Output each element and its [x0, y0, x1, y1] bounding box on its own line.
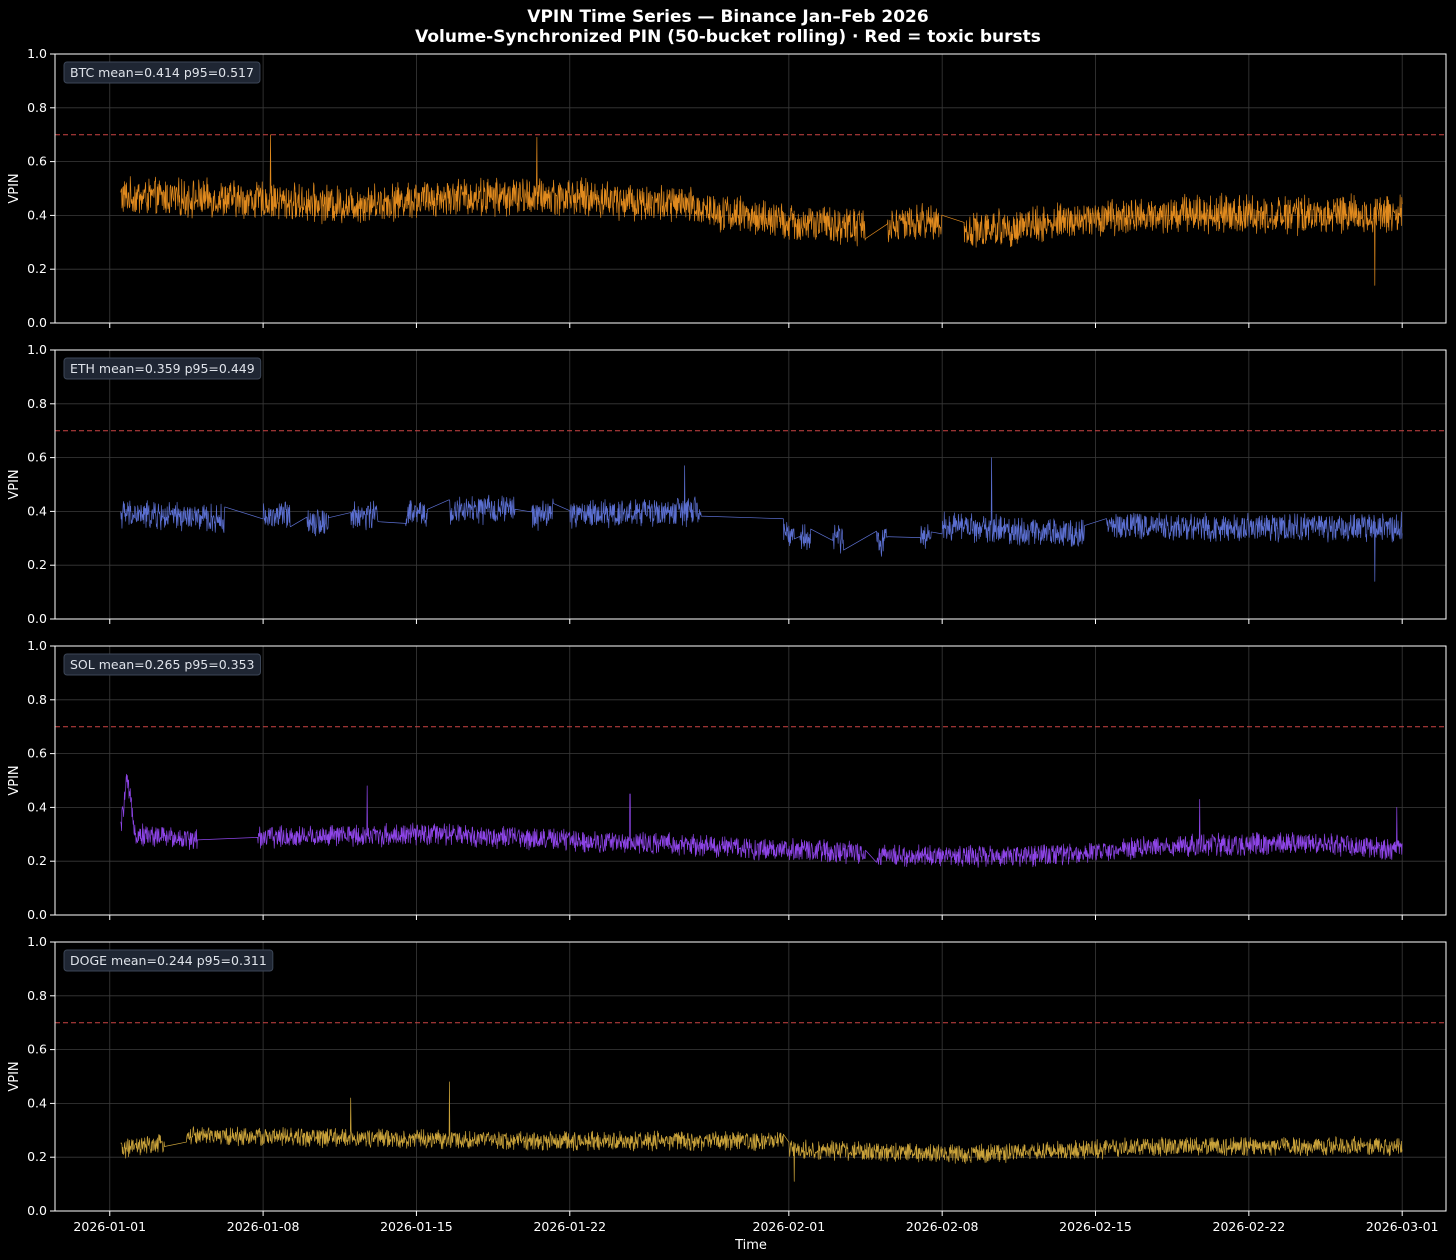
- panel-sol: 0.0 0.2 0.4 0.6 0.8 1.0 VPIN SOL mean=0.265 p95…: [7, 638, 1447, 922]
- panel-eth: 0.0 0.2 0.4 0.6 0.8 1.0 VPIN ETH mean=0.359 p95…: [7, 342, 1447, 626]
- y-tick-label: 0.8: [27, 100, 47, 115]
- stats-box-background: [63, 61, 261, 84]
- y-tick-label: 0.4: [27, 1095, 47, 1110]
- eth-vpin-series-line: [120, 457, 1403, 582]
- y-tick-label: 0.0: [27, 1203, 47, 1218]
- y-tick-label: 0.6: [27, 450, 47, 465]
- stats-label: BTC mean=0.414 p95=0.517: [70, 65, 254, 80]
- x-axis-label: Time: [734, 1238, 767, 1253]
- y-tick-label: 0.8: [27, 396, 47, 411]
- x-tick-label: 2026-01-15: [380, 1219, 453, 1234]
- doge-vpin-series-line: [120, 1081, 1403, 1182]
- axes-frame: [54, 349, 1447, 620]
- y-tick-label: 0.8: [27, 988, 47, 1003]
- y-tick-label: 0.2: [27, 261, 47, 276]
- axes-frame: [54, 53, 1447, 324]
- stats-box-background: [63, 653, 261, 676]
- y-tick-label: 0.6: [27, 154, 47, 169]
- y-tick-label: 0.0: [27, 907, 47, 922]
- x-tick-label: 2026-02-08: [906, 1219, 979, 1234]
- stats-box-btc: BTC mean=0.414 p95=0.517: [63, 61, 261, 84]
- panels: 0.0 0.2 0.4 0.6 0.8 1.0 VPIN BTC mean=0.414 p95…: [7, 46, 1447, 1234]
- stats-label: ETH mean=0.359 p95=0.449: [70, 361, 255, 376]
- x-tick-label: 2026-02-22: [1213, 1219, 1286, 1234]
- stats-box-background: [63, 949, 274, 972]
- y-tick-label: 0.4: [27, 207, 47, 222]
- y-tick-label: 0.4: [27, 503, 47, 518]
- x-tick-label: 2026-03-01: [1366, 1219, 1439, 1234]
- sol-vpin-series-line: [120, 773, 1403, 868]
- axes-frame: [54, 645, 1447, 916]
- figure-title-line2: Volume-Synchronized PIN (50-bucket rolli…: [415, 27, 1041, 47]
- x-tick-label: 2026-01-22: [533, 1219, 606, 1234]
- y-axis-label: VPIN: [7, 765, 22, 795]
- y-tick-label: 0.0: [27, 315, 47, 330]
- stats-box-sol: SOL mean=0.265 p95=0.353: [63, 653, 261, 676]
- y-tick-label: 0.8: [27, 692, 47, 707]
- stats-label: DOGE mean=0.244 p95=0.311: [70, 953, 267, 968]
- x-tick-label: 2026-01-01: [73, 1219, 146, 1234]
- y-tick-label: 0.4: [27, 799, 47, 814]
- y-tick-label: 1.0: [27, 342, 47, 357]
- axes-frame: [54, 941, 1447, 1212]
- y-axis-label: VPIN: [7, 469, 22, 499]
- y-axis-label: VPIN: [7, 1061, 22, 1091]
- figure-title-line1: VPIN Time Series — Binance Jan–Feb 2026: [527, 7, 928, 27]
- y-tick-label: 0.2: [27, 557, 47, 572]
- stats-box-eth: ETH mean=0.359 p95=0.449: [63, 357, 262, 380]
- y-tick-label: 0.6: [27, 746, 47, 761]
- y-tick-label: 0.2: [27, 1149, 47, 1164]
- panel-doge: 0.0 0.2 0.4 0.6 0.8 1.0 2026-01-01 2026-01-08 20…: [7, 934, 1447, 1234]
- btc-vpin-series-line: [120, 134, 1403, 286]
- y-tick-label: 1.0: [27, 638, 47, 653]
- x-tick-label: 2026-02-15: [1059, 1219, 1132, 1234]
- y-tick-label: 1.0: [27, 46, 47, 61]
- y-tick-label: 0.2: [27, 853, 47, 868]
- x-tick-label: 2026-02-01: [753, 1219, 826, 1234]
- stats-box-doge: DOGE mean=0.244 p95=0.311: [63, 949, 274, 972]
- y-axis-label: VPIN: [7, 173, 22, 203]
- x-tick-label: 2026-01-08: [227, 1219, 300, 1234]
- stats-label: SOL mean=0.265 p95=0.353: [70, 657, 255, 672]
- y-tick-label: 0.6: [27, 1042, 47, 1057]
- y-tick-label: 0.0: [27, 611, 47, 626]
- y-tick-label: 1.0: [27, 934, 47, 949]
- panel-btc: 0.0 0.2 0.4 0.6 0.8 1.0 VPIN BTC mean=0.414 p95…: [7, 46, 1447, 330]
- stats-box-background: [63, 357, 262, 380]
